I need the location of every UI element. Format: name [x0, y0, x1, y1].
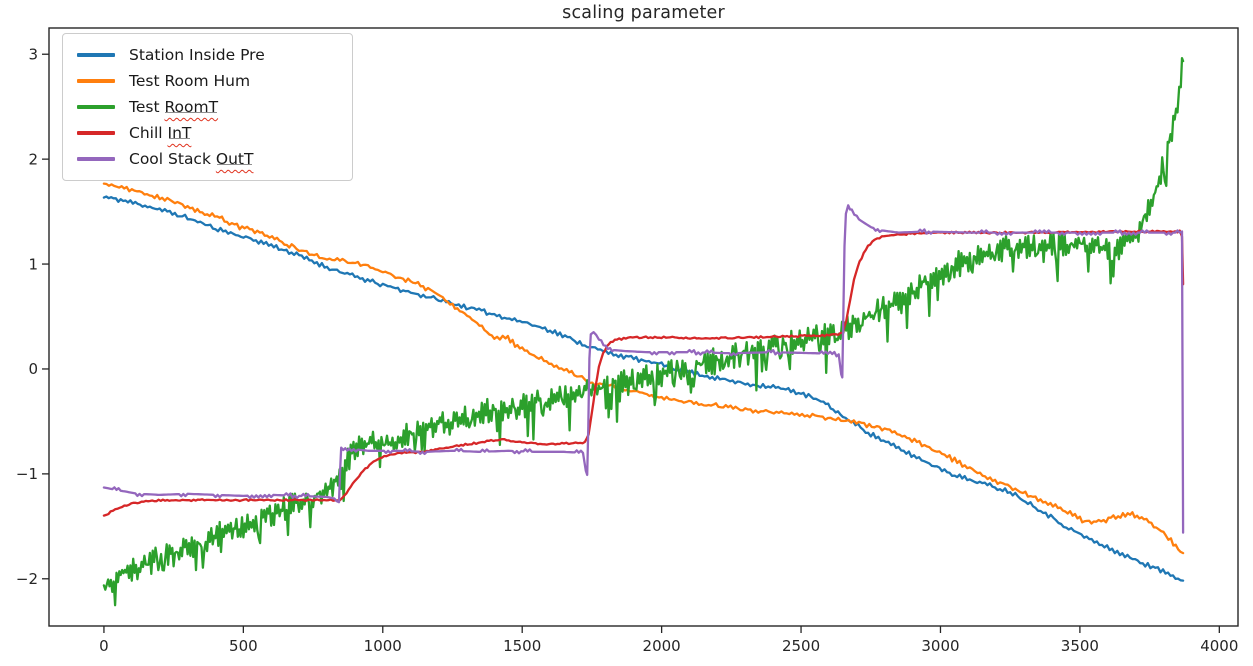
x-tick-label: 500: [229, 637, 258, 655]
spellcheck-squiggle: RoomT: [164, 98, 219, 116]
legend-label: Test Room Hum: [129, 72, 251, 90]
legend-line-swatch: [77, 105, 115, 109]
legend-line-swatch: [77, 131, 115, 135]
legend-item-cool-stack-outt: Cool Stack OutT: [73, 146, 342, 172]
series-line-2: [102, 56, 1185, 607]
x-tick-label: 3500: [1061, 637, 1099, 655]
x-tick-label: 1000: [364, 637, 402, 655]
legend-line-swatch: [77, 79, 115, 83]
legend-label: Test RoomT: [129, 98, 219, 116]
axes-spines: [48, 27, 1239, 627]
y-tick-label: 1: [28, 255, 38, 273]
spellcheck-squiggle: InT: [167, 124, 192, 142]
series-line-4: [102, 204, 1185, 534]
legend-label: Station Inside Pre: [129, 46, 265, 64]
legend-item-chill-int: Chill InT: [73, 120, 342, 146]
x-tick-label: 3000: [921, 637, 959, 655]
legend-line-swatch: [77, 157, 115, 161]
x-tick-label: 2500: [782, 637, 820, 655]
legend-item-test-roomt: Test RoomT: [73, 94, 342, 120]
chart-title: scaling parameter: [562, 3, 725, 23]
series-line-0: [102, 195, 1185, 582]
y-tick-label: 0: [28, 360, 38, 378]
y-tick-label: 2: [28, 150, 38, 168]
y-tick-label: 3: [28, 45, 38, 63]
legend-line-swatch: [77, 53, 115, 57]
legend-label: Cool Stack OutT: [129, 150, 254, 168]
y-tick-label: −1: [16, 465, 38, 483]
legend-label: Chill InT: [129, 124, 192, 142]
legend-item-test-room-hum: Test Room Hum: [73, 68, 342, 94]
x-tick-label: 0: [99, 637, 109, 655]
y-tick-label: −2: [16, 570, 38, 588]
x-tick-label: 2000: [643, 637, 681, 655]
legend: Station Inside Pre Test Room Hum Test Ro…: [62, 33, 353, 181]
x-tick-label: 4000: [1200, 637, 1238, 655]
series-line-1: [102, 182, 1185, 555]
legend-item-station-inside-pre: Station Inside Pre: [73, 42, 342, 68]
x-tick-label: 1500: [503, 637, 541, 655]
spellcheck-squiggle: OutT: [215, 150, 254, 168]
